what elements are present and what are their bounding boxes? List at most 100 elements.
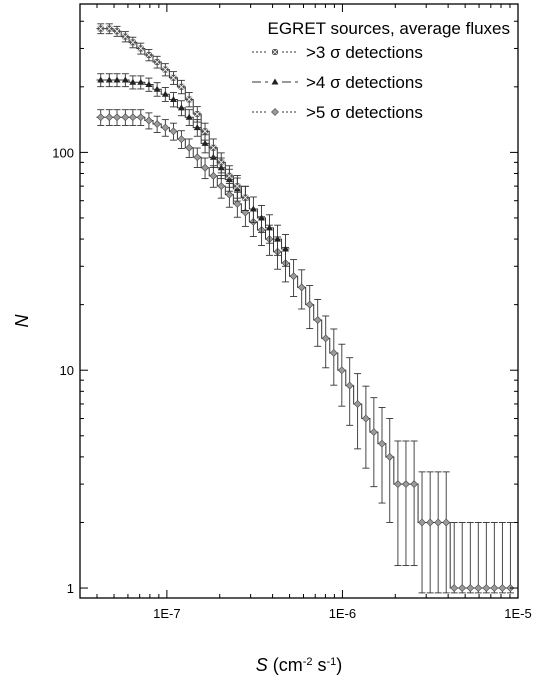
data-point-cross [137,45,145,52]
data-point [271,108,279,116]
data-point [393,480,402,489]
data-point [442,518,451,527]
data-point [337,366,346,375]
data-point-cross [217,159,225,166]
legend-label: >5 σ detections [306,103,423,122]
data-point-cross [210,144,217,152]
data-point [129,78,137,85]
data-point-cross [185,96,193,103]
data-point [498,584,507,592]
data-point-cross [178,83,185,91]
data-point [121,113,130,122]
data-point [353,400,362,408]
data-point [185,113,193,120]
data-point [169,95,177,102]
data-point [313,316,322,324]
data-point [217,182,226,191]
data-point [458,584,467,592]
data-point [482,584,491,592]
data-point [201,139,209,146]
data-point [105,113,114,122]
x-axis-title: S (cm-2 s-1) [256,655,343,675]
x-axis-symbol: S [256,655,268,675]
data-point [402,480,410,489]
data-point [97,76,105,83]
data-point [121,76,129,83]
data-point [271,78,279,85]
data-point [426,518,435,527]
data-point-cross [122,33,129,40]
data-point [113,76,121,83]
data-point [105,76,113,83]
data-point [378,439,386,448]
data-point [144,116,153,125]
data-point [434,518,443,527]
data-point [265,224,273,231]
data-point [450,584,459,592]
data-point-cross [145,51,153,59]
data-point [321,334,330,343]
legend-title: EGRET sources, average fluxes [267,19,510,38]
series-layer [96,23,515,594]
plot-frame [79,3,519,599]
data-point [161,123,170,132]
data-point [209,171,218,180]
data-point-cross [193,110,201,118]
data-point [96,113,105,122]
data-point [193,124,201,131]
series-1 [96,23,250,211]
legend: EGRET sources, average fluxes >3 σ detec… [252,19,510,122]
y-axis-title: N [12,314,32,328]
data-point-cross [162,66,169,73]
data-point [466,584,475,592]
y-tick-label: 10 [60,363,74,378]
data-point [113,113,121,122]
series-step-line [96,28,250,199]
data-point-cross [170,74,177,82]
data-point-cross [129,39,137,46]
data-point-cross [113,27,121,35]
data-point [233,199,242,208]
data-point [369,428,378,436]
data-point [193,153,202,162]
data-point [225,190,234,199]
data-point [137,78,145,85]
data-point [274,235,282,242]
data-point-cross [226,172,233,180]
tick-layer: 1E-7 1E-6 1E-5 1 10 100 [52,4,532,621]
x-tick-label: 1E-7 [153,606,180,621]
x-axis-exp-cm: -2 [303,656,313,668]
data-point-cross [201,127,209,135]
x-axis-unit-s: s [313,655,327,675]
x-tick-label: 1E-5 [504,606,531,621]
data-point [161,90,169,97]
data-point-cross [153,58,161,66]
data-point-cross [106,25,113,32]
data-point [329,349,338,357]
data-point [185,143,194,152]
data-point [297,283,306,292]
legend-entries: >3 σ detections >4 σ detections >5 σ detec… [252,43,423,122]
y-tick-label: 1 [67,581,74,596]
x-axis-unit-open: (cm [268,655,303,675]
x-axis-exp-s: -1 [327,656,337,668]
data-point [128,113,137,122]
legend-label: >3 σ detections [306,43,423,62]
data-point [474,584,483,592]
data-point-cross [242,194,249,201]
data-point [177,104,185,111]
data-point [201,163,209,172]
legend-label: >4 σ detections [306,73,423,92]
data-point [490,584,499,592]
data-point [410,480,419,489]
data-point [418,518,426,527]
data-point [145,80,153,87]
x-tick-label: 1E-6 [329,606,356,621]
data-point [305,300,314,309]
data-point [282,245,290,252]
data-point [258,214,266,221]
data-point [169,127,178,136]
data-point-cross [97,25,105,32]
